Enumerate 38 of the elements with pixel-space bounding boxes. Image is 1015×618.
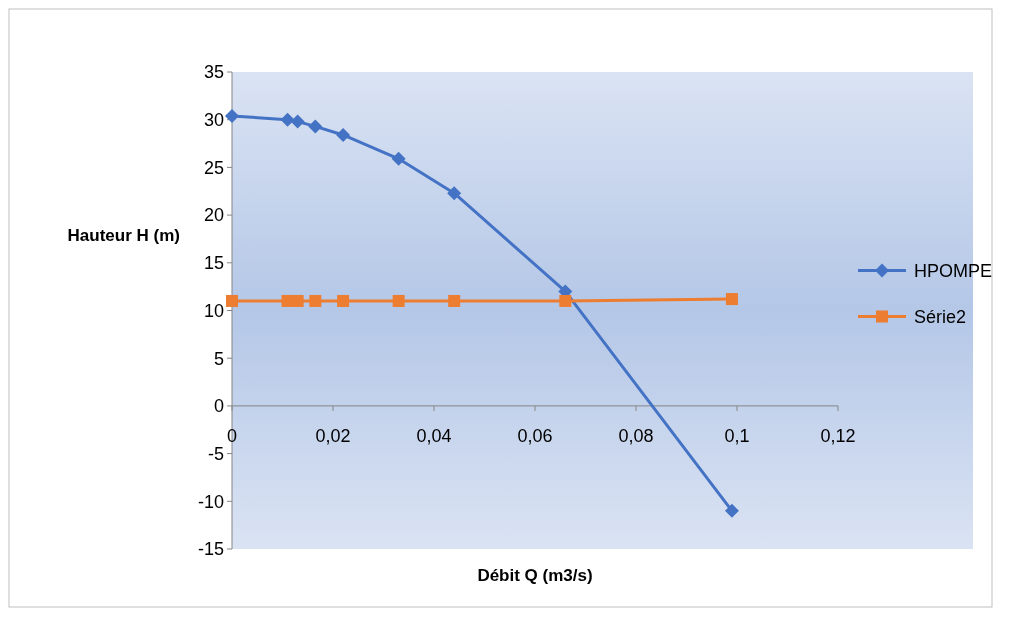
point [225,108,239,123]
y-tick-label: 30 [203,110,224,130]
point [291,294,304,307]
x-tick-label: 0,06 [517,425,553,446]
y-tick-label: -10 [197,491,224,512]
point [308,119,323,134]
y-axis-title: Hauteur H (m) [67,225,180,245]
point [447,186,462,201]
y-tick-label: 20 [203,205,224,226]
x-tick-label: 0,08 [618,425,654,446]
y-tick-label: -15 [197,539,224,560]
x-tick-label: 0,04 [416,425,452,446]
point [290,114,305,129]
y-tick-label: -5 [207,443,224,464]
point [559,294,572,307]
point [309,294,322,307]
point [391,151,406,166]
point [337,294,350,307]
y-tick-label: 15 [203,253,224,274]
x-axis-title: Débit Q (m3/s) [477,566,593,585]
x-tick-label: 0,12 [820,425,856,446]
point [725,293,738,306]
legend-label: HPOMPE [914,260,993,281]
point [448,294,461,307]
y-tick-label: 5 [213,348,224,369]
y-tick-label: 35 [203,62,224,83]
x-tick-label: 0,1 [724,425,750,446]
point [724,503,739,518]
point [336,127,351,142]
point [280,112,295,127]
point [392,294,405,307]
y-tick-label: 25 [203,157,224,178]
legend-label: Série2 [914,306,967,327]
x-tick-label: 0,02 [315,425,351,446]
x-tick-label: 0 [226,425,238,446]
y-tick-label: 10 [203,300,224,321]
y-tick-label: 0 [213,396,224,417]
point [226,294,238,307]
